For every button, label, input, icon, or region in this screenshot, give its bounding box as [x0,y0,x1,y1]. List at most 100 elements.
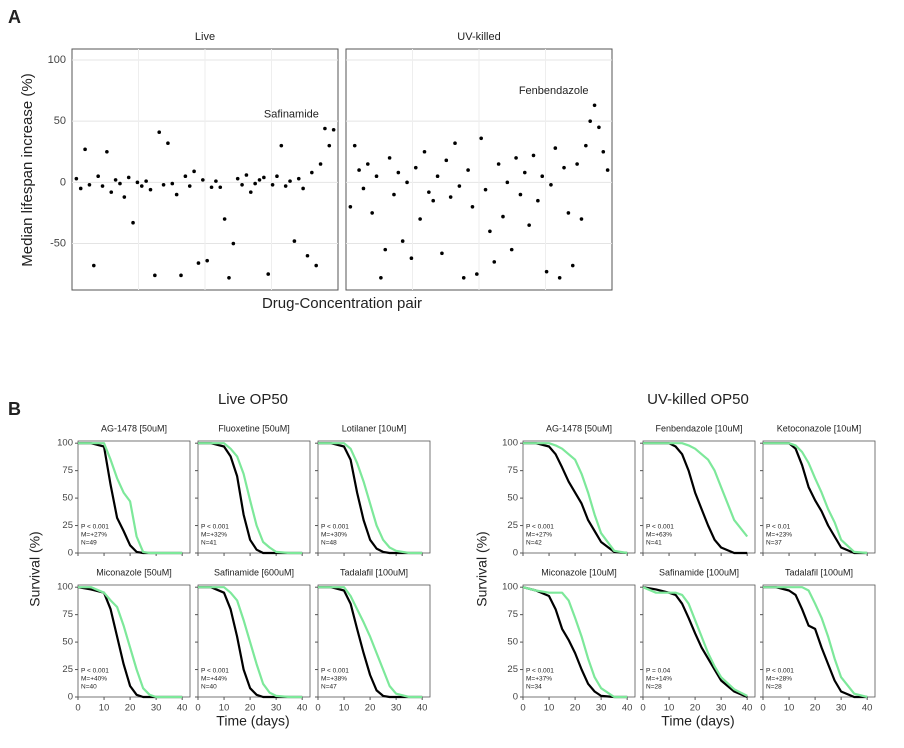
point [383,247,388,252]
point [266,272,271,276]
point [448,195,453,199]
point [518,192,523,197]
x-axis-label: Drug-Concentration pair [262,295,422,312]
survival-curve [78,442,183,555]
point [192,169,196,174]
point [310,170,314,175]
point [218,185,223,190]
y-tick-label: 50 [507,493,518,504]
stat-annotation: P < 0.001 [646,524,674,531]
point [214,179,218,183]
point [248,190,253,194]
plot-area [77,440,191,554]
point [83,147,87,152]
survival-curve [318,586,423,699]
panel-title: AG-1478 [50uM] [546,423,612,433]
x-tick-label: 30 [716,703,727,714]
survival-curve [522,586,628,699]
point [553,146,558,150]
stat-annotation: N=49 [81,540,97,547]
survival-curve [763,586,868,699]
point [584,143,588,148]
plot-area [762,440,876,554]
stat-annotation: N=48 [321,540,337,547]
strip [346,27,612,47]
point [270,182,275,187]
point [283,184,288,188]
point [531,153,536,158]
point [209,185,214,190]
x-tick-label: 40 [622,703,633,714]
stat-annotation: N=40 [201,684,217,691]
panel-letter: B [8,399,21,419]
point [370,211,374,215]
x-tick-label: 30 [836,703,847,714]
point [327,143,332,148]
survival-curve [763,586,868,699]
point [348,205,353,209]
stat-annotation: P < 0.001 [766,668,794,675]
point [597,125,601,130]
y-tick-label: 25 [507,664,518,675]
stat-annotation: M=+27% [526,532,552,539]
y-tick-label: 100 [57,582,73,593]
survival-curve [763,442,868,555]
x-tick-label: 10 [784,703,795,714]
stat-annotation: N=47 [321,684,337,691]
x-tick-label: 10 [339,703,350,714]
panel-title: AG-1478 [50uM] [101,423,167,433]
x-tick-label: 10 [99,703,110,714]
point [240,182,244,187]
panel-title: Fluoxetine [50uM] [218,423,290,433]
point [183,174,188,179]
point [514,156,518,160]
x-tick-label: 20 [570,703,581,714]
group-title: Live OP50 [218,391,288,408]
point [431,198,436,203]
point [139,184,144,188]
y-tick-label: 100 [502,438,518,449]
x-tick-label: 20 [690,703,701,714]
stat-annotation: N=28 [766,684,782,691]
survival-curve [198,442,303,555]
point [483,187,488,192]
point [113,178,118,182]
point [148,187,153,192]
x-tick-label: 30 [271,703,282,714]
point [466,168,470,172]
stat-annotation: P < 0.001 [526,524,554,531]
point [352,143,357,148]
plot-area [522,440,636,554]
strip [72,27,338,47]
point [387,156,392,160]
stat-annotation: P < 0.001 [201,524,229,531]
x-tick-label: 30 [151,703,162,714]
plot-area [197,440,311,554]
point [392,192,396,197]
point [301,186,305,191]
stat-annotation: P < 0.001 [321,668,349,675]
point [601,149,606,154]
stat-annotation: P < 0.001 [81,668,109,675]
stat-annotation: M=+28% [766,676,792,683]
x-tick-label: 10 [219,703,230,714]
y-tick-label: 75 [507,609,518,620]
group-title: UV-killed OP50 [647,391,749,408]
stat-annotation: P < 0.001 [201,668,229,675]
plot-area [77,584,191,698]
point [314,263,318,268]
y-tick-label: 75 [62,609,73,620]
point [257,178,262,182]
point [444,158,449,163]
point [457,184,462,188]
x-tick-label: 40 [297,703,308,714]
y-tick-label: 100 [48,54,66,66]
survival-curve [318,586,423,699]
point [105,149,109,154]
y-tick-label: -50 [50,237,66,249]
y-axis-label: Median lifespan increase (%) [19,73,36,266]
y-tick-label: 0 [513,692,518,703]
stat-annotation: M=+23% [766,532,792,539]
stat-annotation: M=+44% [201,676,227,683]
